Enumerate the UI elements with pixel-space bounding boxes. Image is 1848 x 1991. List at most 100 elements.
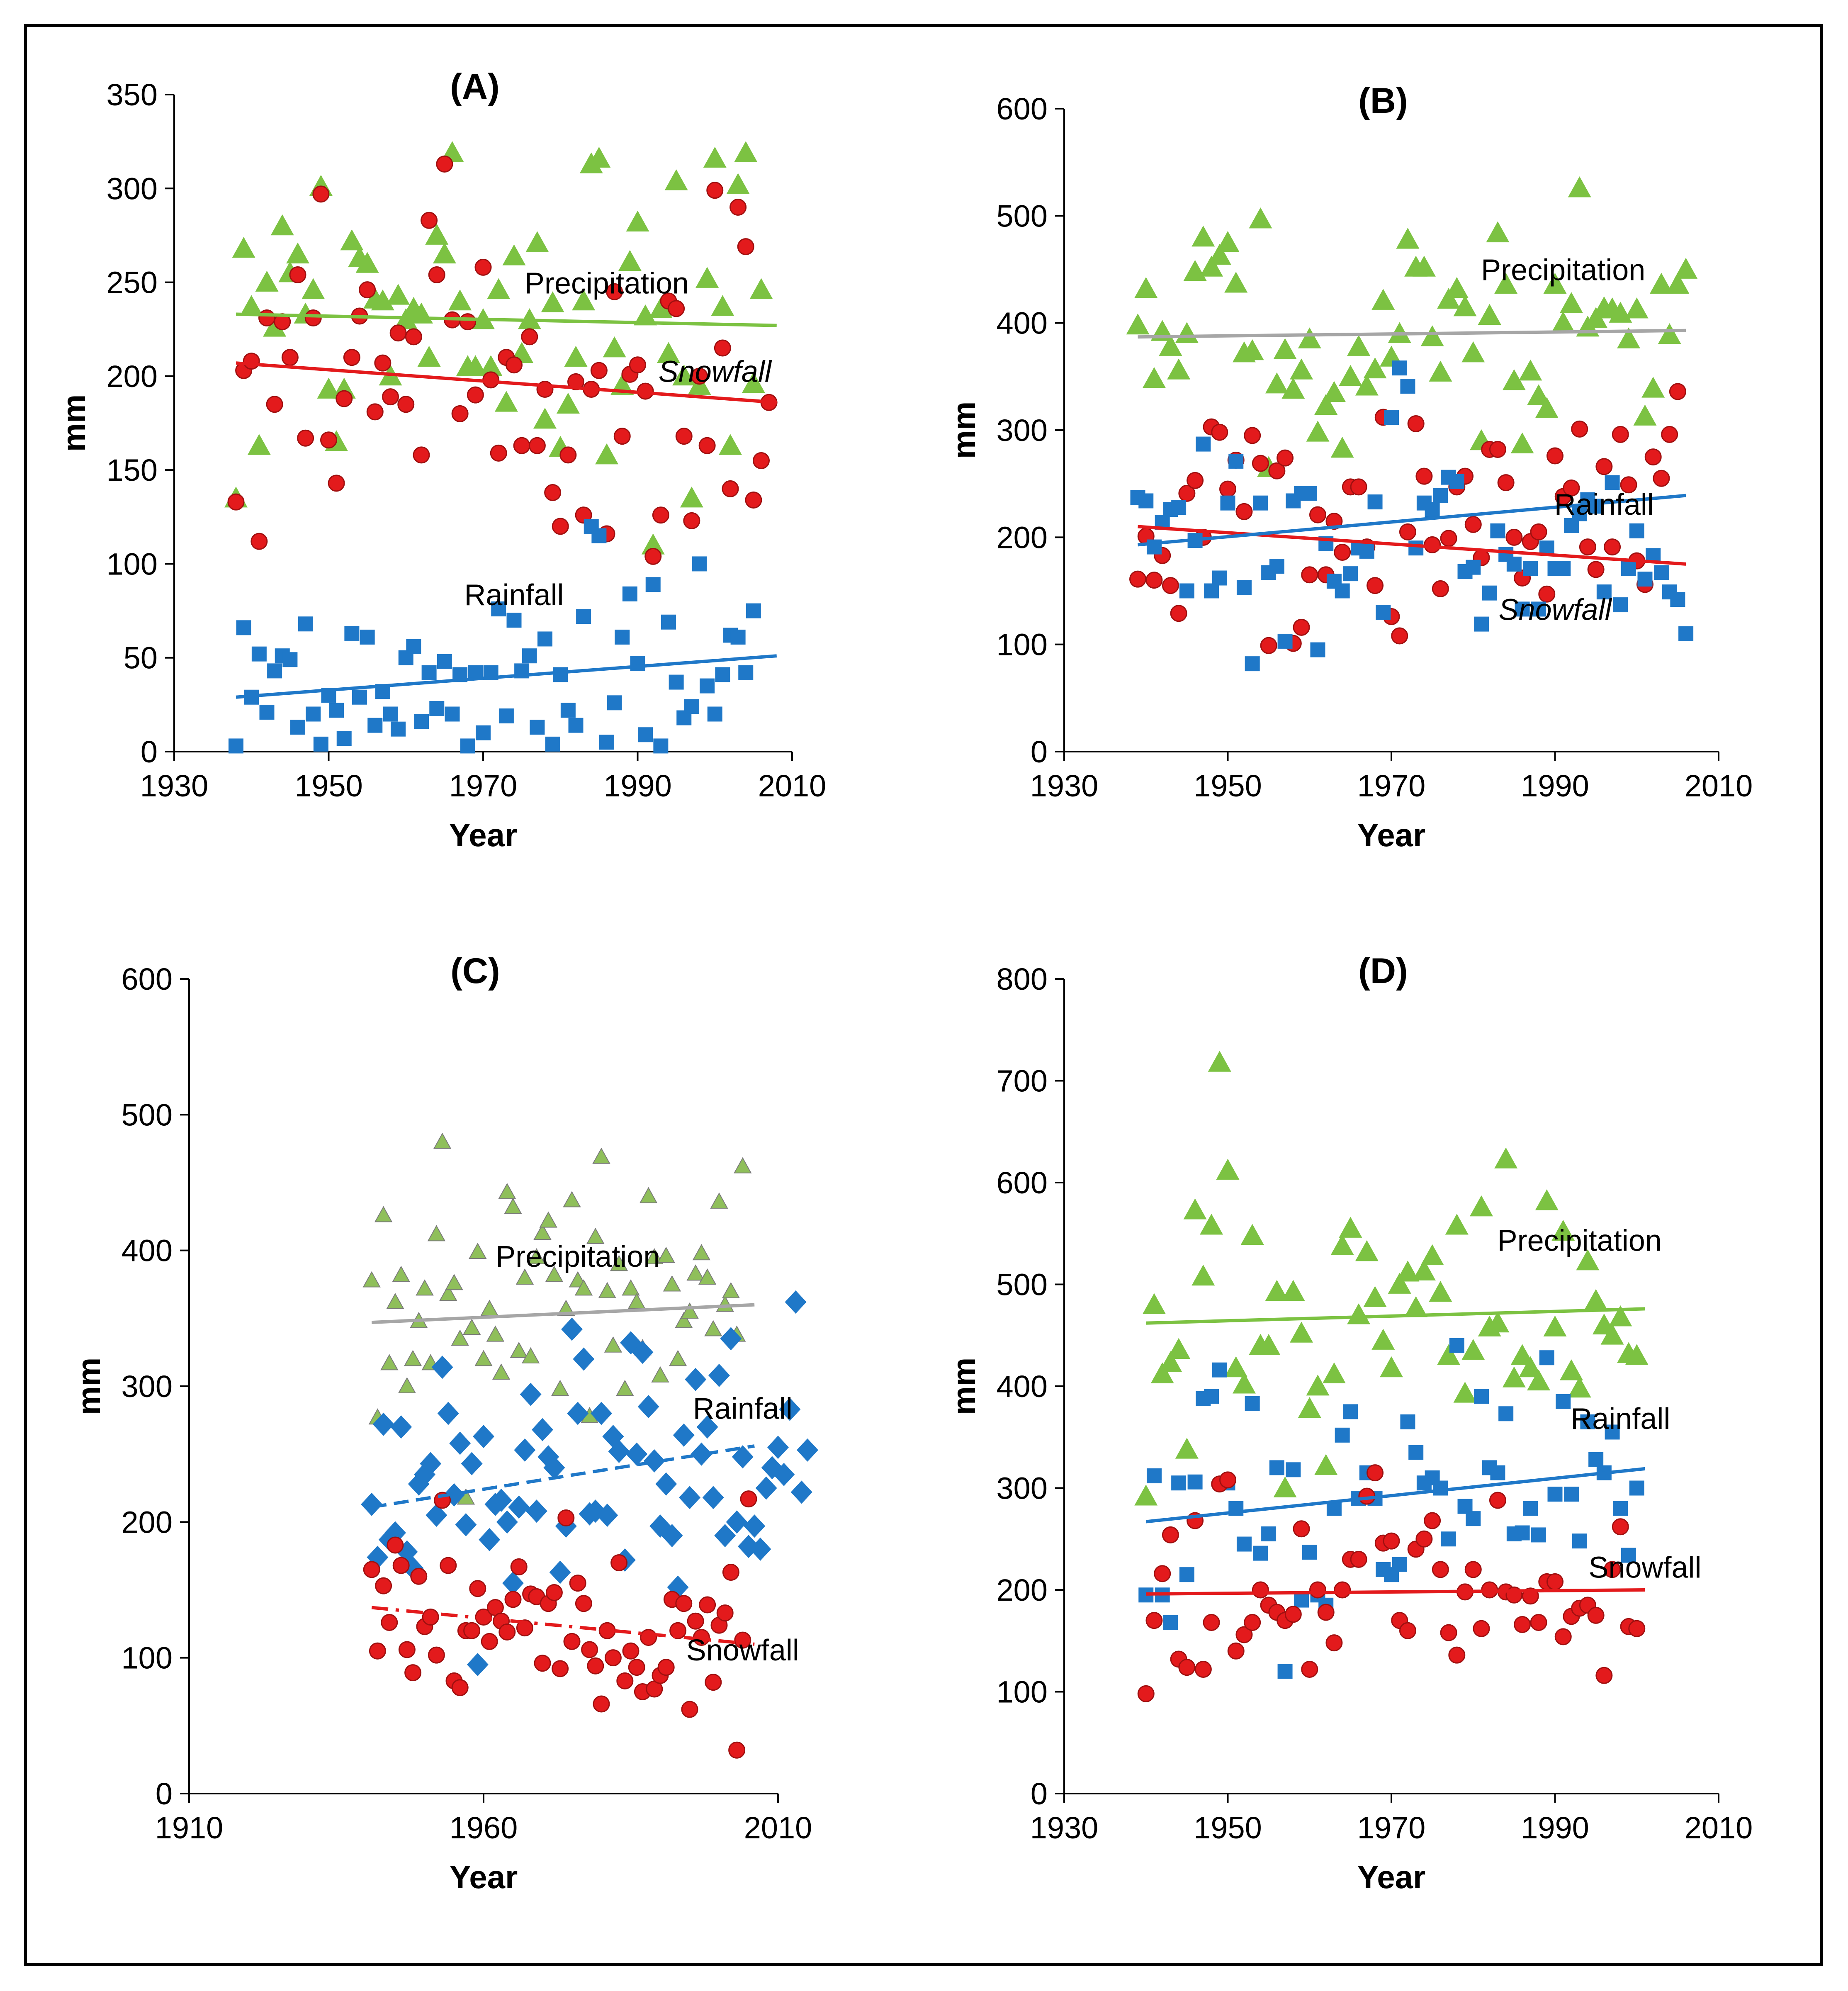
snowfall-point: [1505, 528, 1523, 546]
precipitation-point: [1666, 273, 1690, 294]
snowfall-point: [622, 1642, 640, 1660]
x-tick-label: 2010: [758, 769, 827, 803]
precipitation-point: [504, 1198, 522, 1214]
rainfall-point: [543, 1456, 565, 1480]
rainfall-point: [1261, 1526, 1277, 1541]
precipitation-point: [1494, 273, 1518, 294]
precipitation-point: [587, 146, 611, 168]
precipitation-point: [1167, 358, 1191, 380]
rainfall-point: [1408, 540, 1424, 556]
panel-title: (B): [1358, 81, 1408, 121]
snowfall-point: [1129, 570, 1147, 588]
x-axis-title: Year: [1357, 817, 1426, 853]
precipitation-point: [1649, 273, 1673, 294]
x-tick-label: 1970: [449, 769, 518, 803]
snowfall-point: [516, 1619, 533, 1637]
panel-title: (C): [450, 951, 500, 991]
figure-frame: [24, 24, 1823, 1966]
snowfall-point: [1244, 1614, 1261, 1631]
snowfall-point: [1415, 1530, 1433, 1548]
series-label-snowfall: Snowfall: [659, 355, 772, 388]
rainfall-point: [1474, 1389, 1489, 1404]
snowfall-point: [1669, 383, 1686, 400]
rainfall-point: [1613, 1501, 1628, 1516]
snowfall-point: [563, 1633, 581, 1650]
precipitation-point: [703, 146, 727, 168]
precipitation-point: [1265, 372, 1289, 394]
precipitation-point: [521, 1347, 540, 1363]
snowfall-point: [1530, 1614, 1547, 1631]
rainfall-point: [490, 1488, 512, 1512]
rainfall-point: [661, 614, 676, 630]
precipitation-point: [340, 229, 364, 251]
y-tick-label: 400: [122, 1234, 173, 1268]
precipitation-trend-line: [372, 1303, 755, 1324]
rainfall-point: [1269, 1460, 1284, 1475]
precipitation-point: [1322, 381, 1346, 402]
series-precipitation: [362, 1132, 752, 1505]
x-tick-label: 1910: [155, 1811, 224, 1845]
precipitation-point: [1371, 289, 1395, 310]
rainfall-point: [267, 663, 282, 679]
rainfall-trend-line: [1138, 494, 1686, 547]
precipitation-point: [649, 297, 673, 318]
rainfall-point: [1531, 601, 1546, 617]
snowfall-point: [1554, 1628, 1572, 1645]
precipitation-point: [1617, 327, 1641, 348]
precipitation-point: [664, 169, 688, 190]
precipitation-point: [1625, 1344, 1649, 1365]
rainfall-point: [313, 736, 328, 752]
precipitation-point: [1543, 273, 1567, 294]
snowfall-point: [1227, 1642, 1245, 1660]
snowfall-point: [606, 283, 623, 300]
y-tick-label: 400: [997, 306, 1048, 341]
x-tick-label: 1970: [1357, 1811, 1426, 1845]
precipitation-point: [675, 1312, 693, 1328]
snowfall-point: [405, 328, 422, 346]
snowfall-point: [374, 354, 391, 372]
precipitation-point: [1330, 436, 1354, 458]
rainfall-point: [1163, 1615, 1178, 1630]
precipitation-point: [551, 1380, 569, 1396]
rainfall-point: [1466, 560, 1481, 575]
y-tick-label: 200: [997, 1573, 1048, 1607]
rainfall-point: [429, 701, 445, 716]
precipitation-point: [416, 1279, 434, 1296]
rainfall-point: [708, 1363, 730, 1387]
rainfall-point: [661, 1524, 683, 1548]
chart-panel-a: 0 50 100 150 200 250 300 350 1930 1950 1970 1990 201…: [56, 67, 827, 853]
x-tick-label: 1930: [1030, 1811, 1099, 1845]
snowfall-point: [1424, 1512, 1441, 1529]
rainfall-point: [767, 1436, 789, 1459]
rainfall-point: [1523, 1501, 1538, 1516]
snowfall-point: [1367, 577, 1384, 594]
y-tick-label: 0: [141, 735, 158, 769]
rainfall-point: [1433, 1480, 1448, 1496]
rainfall-point: [1359, 543, 1374, 559]
precipitation-point: [618, 250, 642, 271]
rainfall-point: [607, 695, 622, 711]
snowfall-point: [1293, 1520, 1310, 1538]
snowfall-point: [1170, 605, 1187, 622]
precipitation-trend-line: [1146, 1307, 1645, 1325]
series-label-snowfall: Snowfall: [1588, 1551, 1701, 1585]
precipitation-point: [1396, 228, 1420, 249]
rainfall-point: [1204, 1389, 1219, 1404]
rainfall-point: [1171, 500, 1187, 515]
snowfall-point: [397, 396, 415, 413]
precipitation-point: [1355, 1240, 1379, 1261]
rainfall-point: [1228, 453, 1244, 469]
x-tick-label: 1950: [1194, 1811, 1262, 1845]
snowfall-point: [363, 1561, 380, 1578]
precipitation-point: [515, 1268, 534, 1285]
precipitation-point: [734, 1157, 752, 1173]
rainfall-point: [1490, 523, 1505, 538]
rainfall-point: [1605, 475, 1620, 490]
snowfall-point: [613, 428, 631, 445]
precipitation-point: [639, 1187, 658, 1203]
rainfall-point: [1212, 1362, 1227, 1378]
precipitation-point: [270, 214, 294, 236]
precipitation-point: [603, 336, 626, 358]
rainfall-point: [1580, 1414, 1595, 1429]
rainfall-point: [1621, 1548, 1636, 1563]
